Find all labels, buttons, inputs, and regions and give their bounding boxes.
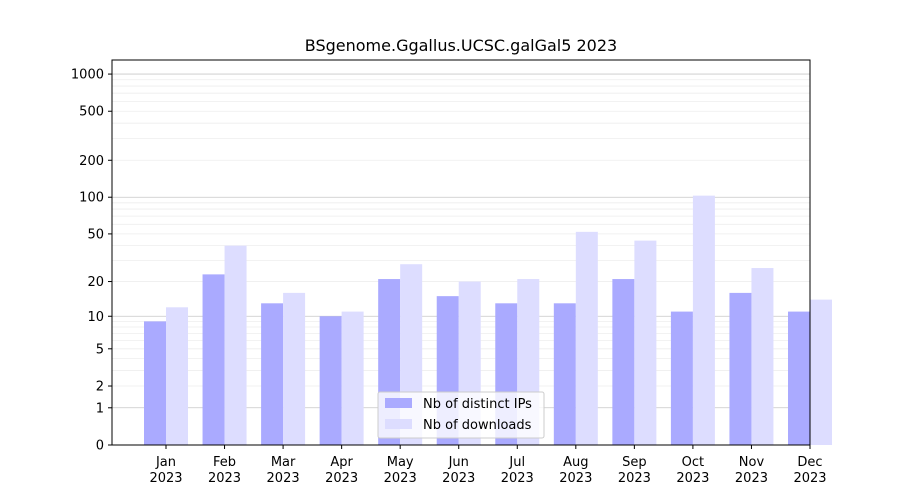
x-tick-label-month: Nov <box>739 455 765 470</box>
x-tick-label-year: 2023 <box>559 471 592 486</box>
bar-distinct-ips <box>729 292 752 445</box>
y-tick-label: 1000 <box>71 68 104 83</box>
bar-downloads <box>341 311 364 445</box>
bar-downloads <box>224 245 247 445</box>
bar-downloads <box>166 307 188 445</box>
x-tick-label-month: Dec <box>797 455 822 470</box>
bar-distinct-ips <box>612 279 635 445</box>
bar-distinct-ips <box>202 274 225 445</box>
x-tick-label-month: Sep <box>622 455 647 470</box>
bar-downloads <box>692 195 715 445</box>
x-tick-label-year: 2023 <box>793 471 826 486</box>
bar-downloads <box>810 299 832 445</box>
y-tick-label: 20 <box>87 275 104 290</box>
x-tick-label-month: Feb <box>213 455 236 470</box>
legend-label-distinct-ips: Nb of distinct IPs <box>423 397 532 412</box>
x-tick-label-year: 2023 <box>325 471 358 486</box>
x-axis: Jan2023Feb2023Mar2023Apr2023May2023Jun20… <box>149 445 827 486</box>
plot-frame <box>111 59 811 446</box>
x-tick-label-month: Jul <box>508 455 525 470</box>
legend-swatch-distinct-ips <box>385 398 412 408</box>
bar-distinct-ips <box>670 311 693 445</box>
x-tick-label-month: May <box>387 455 414 470</box>
x-tick-label-month: Jun <box>448 455 469 470</box>
x-tick-label-year: 2023 <box>676 471 709 486</box>
y-tick-label: 2 <box>96 380 104 395</box>
legend-box <box>377 391 545 439</box>
y-tick-label: 200 <box>79 154 104 169</box>
chart-title: BSgenome.Ggallus.UCSC.galGal5 2023 <box>305 36 617 55</box>
x-tick-label-year: 2023 <box>149 471 182 486</box>
bar-distinct-ips <box>261 303 284 445</box>
legend-label-downloads: Nb of downloads <box>423 418 532 433</box>
x-tick-label-year: 2023 <box>208 471 241 486</box>
bar-downloads <box>751 268 774 445</box>
bar-downloads <box>283 292 306 445</box>
x-tick-label-month: Jan <box>155 455 176 470</box>
bar-distinct-ips <box>144 321 166 445</box>
legend: Nb of distinct IPs Nb of downloads <box>377 391 545 439</box>
x-tick-label-month: Apr <box>330 455 353 470</box>
y-tick-label: 500 <box>79 105 104 120</box>
x-tick-label-year: 2023 <box>735 471 768 486</box>
y-tick-label: 5 <box>96 342 104 357</box>
x-tick-label-year: 2023 <box>384 471 417 486</box>
y-tick-label: 10 <box>87 310 104 325</box>
bar-distinct-ips <box>553 303 576 445</box>
bar-distinct-ips <box>788 311 810 445</box>
x-tick-label-year: 2023 <box>267 471 300 486</box>
y-tick-label: 100 <box>79 191 104 206</box>
x-tick-label-year: 2023 <box>618 471 651 486</box>
x-tick-label-year: 2023 <box>501 471 534 486</box>
x-tick-label-month: Aug <box>563 455 588 470</box>
x-tick-label-month: Mar <box>271 455 296 470</box>
x-tick-label-month: Oct <box>682 455 704 470</box>
legend-swatch-downloads <box>385 419 412 429</box>
y-tick-label: 1 <box>96 401 104 416</box>
y-tick-label: 50 <box>87 227 104 242</box>
y-tick-label: 0 <box>96 439 104 454</box>
y-axis: 0 1 2 5 10 20 50 100 200 500 1000 <box>71 68 112 454</box>
bar-downloads <box>575 231 598 445</box>
bar-downloads <box>634 240 657 445</box>
bar-distinct-ips <box>319 316 342 445</box>
x-tick-label-year: 2023 <box>442 471 475 486</box>
